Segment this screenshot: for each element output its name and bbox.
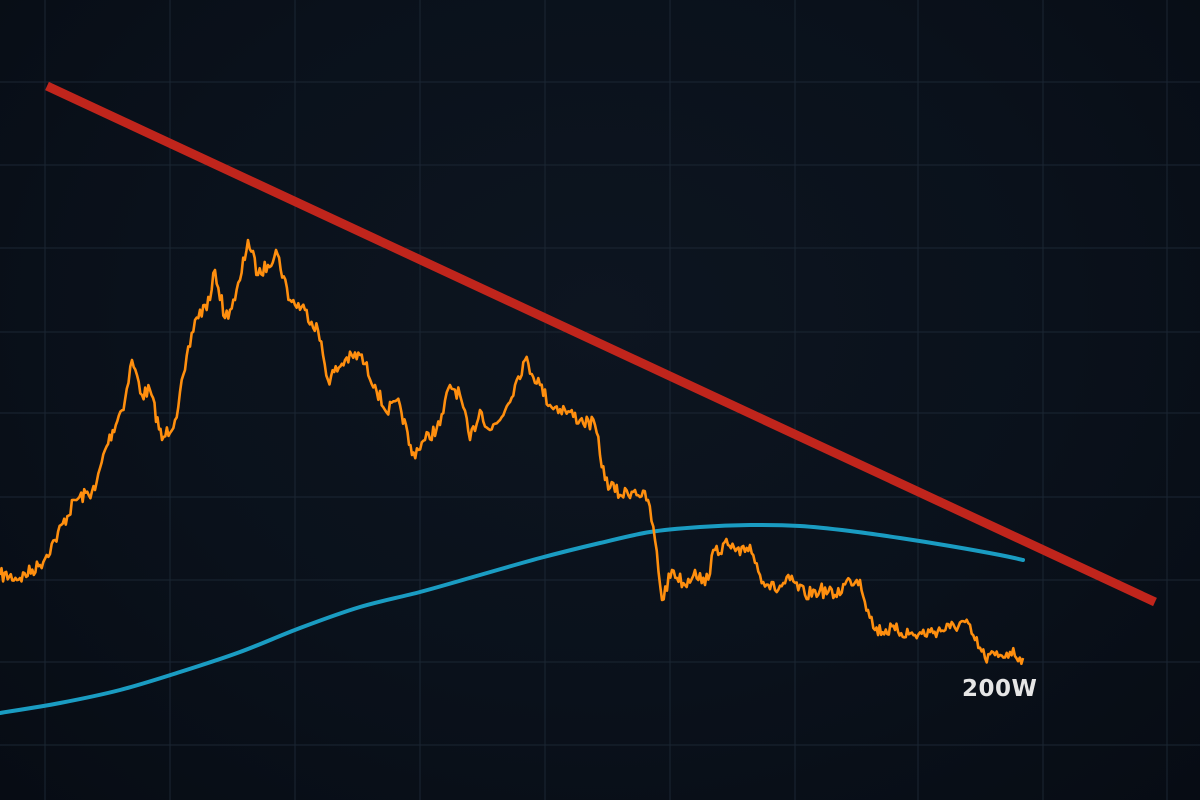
downtrend-line bbox=[45, 81, 1157, 607]
price-line bbox=[0, 238, 1025, 666]
ma-200w-label: 200W bbox=[962, 676, 1038, 702]
moving-average-line bbox=[0, 522, 1025, 715]
